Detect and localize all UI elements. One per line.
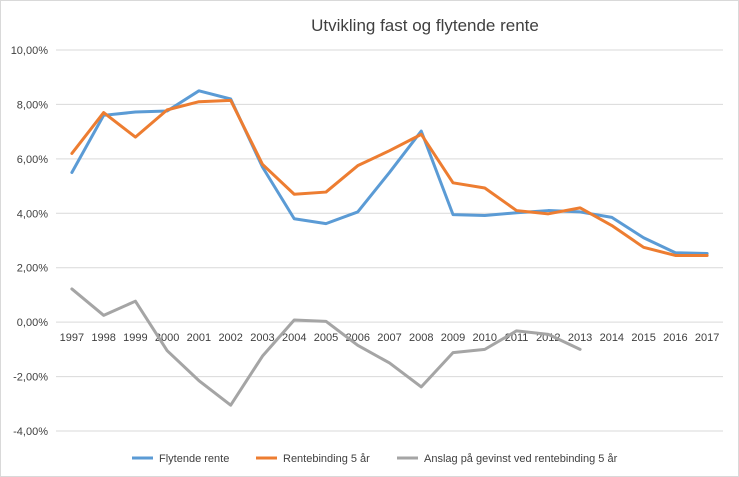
x-tick-label: 2001 bbox=[187, 332, 211, 344]
y-tick-label: 4,00% bbox=[17, 208, 48, 220]
x-tick-label: 2007 bbox=[377, 332, 401, 344]
gridlines bbox=[56, 49, 723, 432]
y-axis-tick-labels: -4,00% -2,00% 0,00% 2,00% 4,00% 6,00% 8,00% 10,… bbox=[11, 45, 49, 438]
y-tick-label: 2,00% bbox=[17, 263, 48, 275]
series-line-1 bbox=[70, 89, 709, 256]
x-tick-label: 1998 bbox=[91, 332, 115, 344]
x-axis-tick-labels: 1997 1998 1999 2000 2001 2002 2003 2004 2005 2006… bbox=[60, 332, 720, 344]
x-tick-label: 2005 bbox=[314, 332, 338, 344]
x-tick-label: 2004 bbox=[282, 332, 306, 344]
x-tick-label: 2015 bbox=[631, 332, 655, 344]
y-tick-label: -4,00% bbox=[13, 426, 48, 438]
y-tick-label: 6,00% bbox=[17, 154, 48, 166]
series-line-2 bbox=[70, 98, 709, 257]
x-tick-label: 2003 bbox=[250, 332, 274, 344]
x-tick-label: 2014 bbox=[600, 332, 624, 344]
legend-label: Anslag på gevinst ved rentebinding 5 år bbox=[424, 453, 618, 465]
x-tick-label: 2017 bbox=[695, 332, 719, 344]
legend: Flytende rente Rentebinding 5 år Anslag på… bbox=[132, 453, 618, 465]
x-tick-label: 2009 bbox=[441, 332, 465, 344]
y-tick-label: 0,00% bbox=[17, 317, 48, 329]
y-tick-label: 10,00% bbox=[11, 45, 49, 57]
x-tick-label: 2002 bbox=[218, 332, 242, 344]
x-tick-label: 2008 bbox=[409, 332, 433, 344]
y-tick-label: -2,00% bbox=[13, 372, 48, 384]
series-lines bbox=[70, 89, 709, 407]
series-line-3 bbox=[70, 287, 582, 407]
legend-label: Flytende rente bbox=[159, 453, 229, 465]
x-tick-label: 1999 bbox=[123, 332, 147, 344]
y-tick-label: 8,00% bbox=[17, 99, 48, 111]
legend-label: Rentebinding 5 år bbox=[283, 453, 370, 465]
chart-title: Utvikling fast og flytende rente bbox=[311, 16, 539, 35]
x-tick-label: 2016 bbox=[663, 332, 687, 344]
x-tick-label: 2013 bbox=[568, 332, 592, 344]
x-tick-label: 1997 bbox=[60, 332, 84, 344]
x-tick-label: 2010 bbox=[473, 332, 497, 344]
